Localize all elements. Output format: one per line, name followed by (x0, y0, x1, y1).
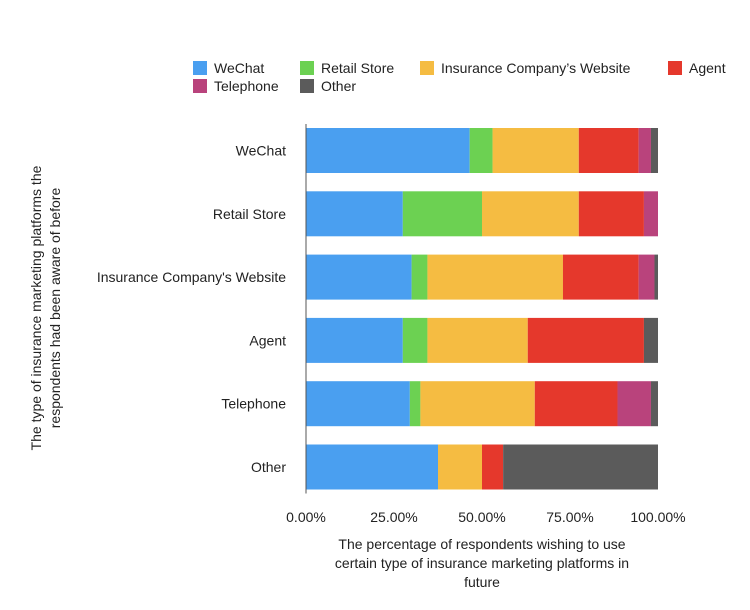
bar-segment-4-5 (650, 381, 658, 427)
bar-segment-0-2 (492, 128, 579, 173)
x-tick-label-1: 25.00% (370, 509, 417, 525)
bar-segment-1-0 (306, 191, 403, 237)
category-label-4: Telephone (221, 396, 286, 412)
bar-segment-1-1 (402, 191, 482, 237)
bars (306, 128, 658, 490)
y-axis-title-line-1: respondents had been aware of before (47, 188, 63, 429)
bar-segment-4-3 (534, 381, 618, 427)
bar-segment-2-4 (638, 254, 655, 300)
bar-segment-5-3 (482, 444, 504, 490)
chart-legend: WeChat Retail Store Insurance Company’s We… (193, 60, 726, 94)
bar-segment-3-0 (306, 317, 403, 363)
x-axis-title-line-1: certain type of insurance marketing plat… (335, 555, 629, 571)
bar-segment-3-1 (402, 317, 428, 363)
x-axis-tick-labels: 0.00% 25.00% 50.00% 75.00% 100.00% (286, 509, 685, 525)
category-label-0: WeChat (236, 143, 286, 159)
y-axis-category-labels: WeChat Retail Store Insurance Company's We… (97, 143, 287, 476)
bar-segment-5-2 (438, 444, 482, 490)
x-axis-title-line-2: future (464, 574, 500, 590)
bar-segment-4-2 (420, 381, 535, 427)
legend-label-4: Telephone (214, 78, 279, 94)
bar-segment-2-2 (427, 254, 563, 300)
bar-segment-4-0 (306, 381, 410, 427)
x-tick-label-2: 50.00% (458, 509, 505, 525)
bar-segment-0-1 (469, 128, 493, 173)
x-tick-label-3: 75.00% (546, 509, 593, 525)
legend-swatch-5 (300, 79, 314, 93)
legend-swatch-4 (193, 79, 207, 93)
bar-segment-2-0 (306, 254, 412, 300)
x-axis-title-line-0: The percentage of respondents wishing to… (338, 536, 625, 552)
bar-segment-0-3 (578, 128, 639, 173)
legend-label-1: Retail Store (321, 60, 394, 76)
legend-label-0: WeChat (214, 60, 264, 76)
category-label-3: Agent (249, 332, 286, 348)
bar-segment-0-4 (638, 128, 651, 173)
bar-segment-2-1 (411, 254, 428, 300)
y-axis-title-line-0: The type of insurance marketing platform… (28, 165, 44, 450)
bar-segment-3-3 (527, 317, 644, 363)
y-axis-title: The type of insurance marketing platform… (28, 165, 63, 450)
category-label-1: Retail Store (213, 206, 286, 222)
category-label-2: Insurance Company's Website (97, 269, 286, 285)
legend-label-5: Other (321, 78, 356, 94)
legend-swatch-0 (193, 61, 207, 75)
bar-segment-1-3 (578, 191, 644, 237)
bar-segment-1-2 (482, 191, 579, 237)
bar-segment-4-1 (409, 381, 421, 427)
legend-swatch-3 (668, 61, 682, 75)
legend-label-2: Insurance Company’s Website (441, 60, 631, 76)
bar-segment-2-5 (654, 254, 658, 300)
legend-swatch-1 (300, 61, 314, 75)
x-axis-title: The percentage of respondents wishing to… (335, 536, 629, 590)
bar-segment-1-4 (643, 191, 658, 237)
x-tick-label-0: 0.00% (286, 509, 326, 525)
bar-segment-4-4 (617, 381, 651, 427)
legend-swatch-2 (420, 61, 434, 75)
legend-label-3: Agent (689, 60, 726, 76)
x-tick-label-4: 100.00% (630, 509, 685, 525)
bar-segment-3-5 (643, 317, 658, 363)
bar-segment-0-0 (306, 128, 470, 173)
bar-segment-5-0 (306, 444, 438, 490)
bar-segment-5-5 (503, 444, 658, 490)
bar-segment-3-2 (427, 317, 528, 363)
bar-segment-2-3 (562, 254, 639, 300)
bar-segment-0-5 (650, 128, 658, 173)
category-label-5: Other (251, 459, 286, 475)
